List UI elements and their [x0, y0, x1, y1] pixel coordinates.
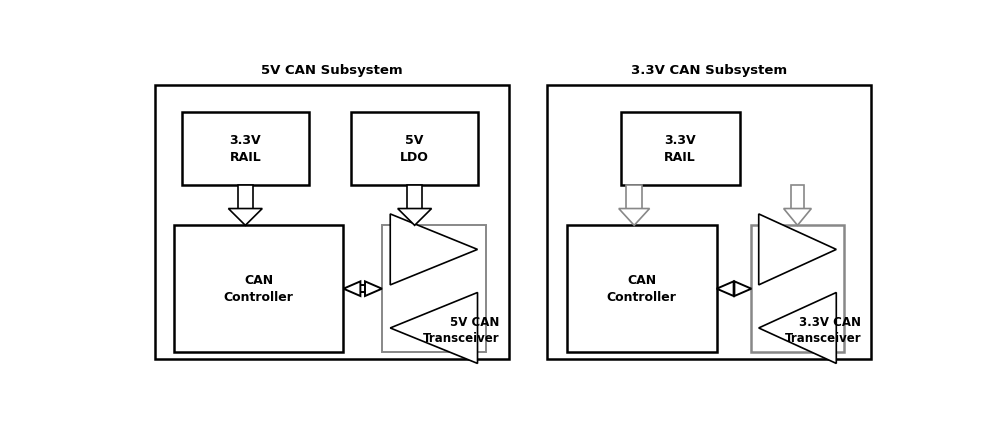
Text: 3.3V CAN
Transceiver: 3.3V CAN Transceiver [784, 317, 861, 346]
Polygon shape [344, 281, 360, 296]
Text: 3.3V CAN Subsystem: 3.3V CAN Subsystem [631, 64, 787, 77]
Text: 3.3V
RAIL: 3.3V RAIL [229, 134, 261, 164]
Bar [752, 225, 844, 352]
Bar [182, 112, 309, 185]
Polygon shape [228, 209, 262, 225]
Bar [237, 185, 253, 209]
Bar [352, 112, 479, 185]
Polygon shape [783, 209, 811, 225]
Text: CAN
Controller: CAN Controller [607, 274, 676, 304]
Text: 5V CAN Subsystem: 5V CAN Subsystem [261, 64, 403, 77]
Bar [547, 85, 871, 359]
Polygon shape [759, 292, 836, 363]
Bar [174, 225, 344, 352]
Polygon shape [390, 214, 478, 285]
Text: CAN
Controller: CAN Controller [223, 274, 294, 304]
Bar [627, 185, 641, 209]
Text: 5V
LDO: 5V LDO [400, 134, 429, 164]
Bar [382, 225, 486, 352]
Text: 3.3V
RAIL: 3.3V RAIL [664, 134, 696, 164]
Bar [791, 185, 803, 209]
Bar [407, 185, 422, 209]
Polygon shape [735, 281, 752, 296]
Polygon shape [759, 214, 836, 285]
Polygon shape [717, 281, 734, 296]
Polygon shape [365, 281, 382, 296]
Bar [567, 225, 717, 352]
Polygon shape [390, 292, 478, 363]
Text: 5V CAN
Transceiver: 5V CAN Transceiver [423, 317, 499, 346]
Polygon shape [398, 209, 432, 225]
Bar [155, 85, 509, 359]
Bar [360, 285, 365, 292]
Polygon shape [619, 209, 649, 225]
Bar [621, 112, 740, 185]
